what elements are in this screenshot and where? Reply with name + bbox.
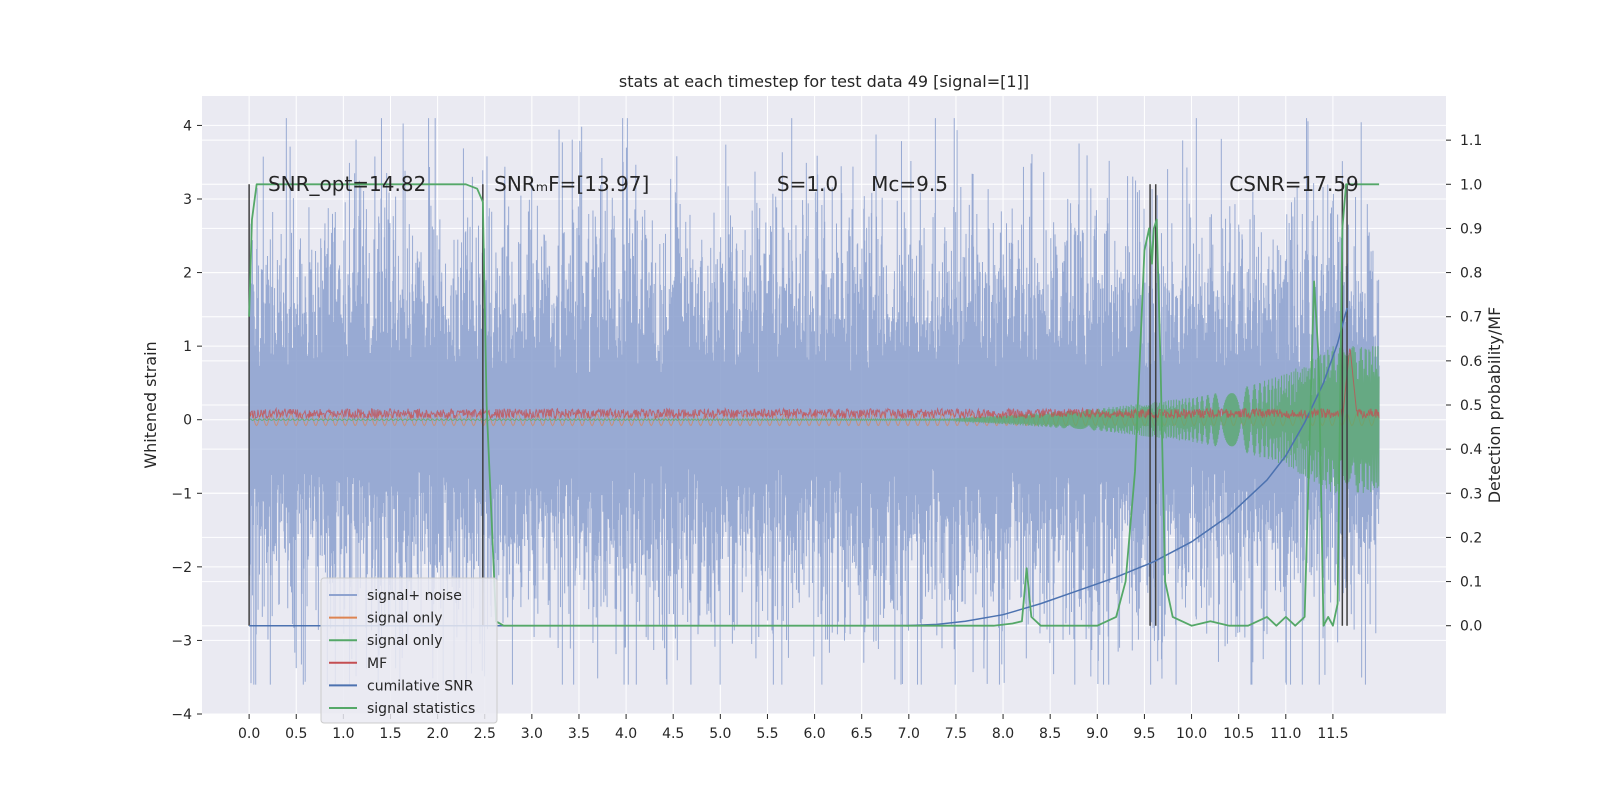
y2-tick-label: 1.0 — [1460, 177, 1482, 193]
x-tick-label: 2.0 — [426, 726, 448, 742]
y-tick-label: 4 — [183, 118, 192, 134]
x-tick-label: 4.5 — [662, 726, 684, 742]
x-tick-label: 4.0 — [615, 726, 637, 742]
x-tick-label: 9.5 — [1133, 726, 1155, 742]
x-tick-label: 6.5 — [851, 726, 873, 742]
axes: 0.0 0.5 1.0 1.5 2.0 2.5 3.0 3.5 4.0 4.5 5.0 5.5 6.0 6… — [171, 118, 1482, 742]
y-axis-label: Whitened strain — [141, 341, 160, 468]
y2-tick-label: 0.6 — [1460, 354, 1482, 370]
legend-label: signal only — [367, 633, 442, 649]
legend-label: cumilative SNR — [367, 678, 474, 694]
legend-label: signal+ noise — [367, 588, 462, 604]
y-tick-label: −3 — [171, 633, 192, 649]
y2-tick-label: 0.9 — [1460, 221, 1482, 237]
x-tick-label: 5.0 — [709, 726, 731, 742]
annotation: Mc=9.5 — [871, 172, 948, 196]
x-tick-label: 8.0 — [992, 726, 1014, 742]
y-tick-label: 2 — [183, 266, 192, 282]
x-tick-label: 0.0 — [238, 726, 260, 742]
x-tick-label: 3.0 — [521, 726, 543, 742]
x-tick-label: 3.5 — [568, 726, 590, 742]
x-tick-label: 11.0 — [1270, 726, 1301, 742]
y2-tick-label: 1.1 — [1460, 133, 1482, 149]
y2-tick-label: 0.7 — [1460, 310, 1482, 326]
y-tick-label: 1 — [183, 339, 192, 355]
x-tick-label: 2.5 — [474, 726, 496, 742]
x-tick-label: 7.5 — [945, 726, 967, 742]
y2-tick-label: 0.5 — [1460, 398, 1482, 414]
series-mf — [248, 348, 1380, 420]
y2-tick-label: 0.4 — [1460, 442, 1482, 458]
x-tick-label: 7.0 — [898, 726, 920, 742]
legend-label: signal statistics — [367, 701, 475, 717]
x-tick-label: 11.5 — [1317, 726, 1348, 742]
x-tick-label: 0.5 — [285, 726, 307, 742]
legend-label: MF — [367, 656, 387, 672]
annotations: SNR_opt=14.82 SNRₘF=[13.97] S=1.0 Mc=9.5 CSN… — [268, 172, 1359, 196]
y-tick-label: 0 — [183, 413, 192, 429]
legend-box — [320, 577, 498, 724]
x-tick-label: 9.0 — [1086, 726, 1108, 742]
y2-tick-label: 0.8 — [1460, 266, 1482, 282]
y2-tick-label: 0.1 — [1460, 575, 1482, 591]
x-tick-label: 6.0 — [803, 726, 825, 742]
y-tick-label: −1 — [171, 486, 192, 502]
y-tick-label: 3 — [183, 192, 192, 208]
annotation: SNR_opt=14.82 — [268, 172, 426, 196]
x-tick-label: 1.0 — [332, 726, 354, 742]
y-tick-label: −2 — [171, 560, 192, 576]
legend: signal+ noise signal only signal only MF cum… — [320, 577, 498, 724]
annotation: S=1.0 — [777, 172, 838, 196]
x-tick-label: 1.5 — [379, 726, 401, 742]
annotation: SNRₘF=[13.97] — [494, 172, 649, 196]
annotation: CSNR=17.59 — [1229, 172, 1359, 196]
x-tick-label: 10.5 — [1223, 726, 1254, 742]
y2-tick-label: 0.3 — [1460, 486, 1482, 502]
y-tick-label: −4 — [171, 707, 192, 723]
y2-axis-label: Detection probability/MF — [1485, 307, 1504, 504]
legend-label: signal only — [367, 611, 442, 627]
chart-title: stats at each timestep for test data 49 … — [619, 72, 1029, 91]
x-tick-label: 10.0 — [1176, 726, 1207, 742]
x-tick-label: 8.5 — [1039, 726, 1061, 742]
y2-tick-label: 0.2 — [1460, 530, 1482, 546]
x-tick-label: 5.5 — [756, 726, 778, 742]
y2-tick-label: 0.0 — [1460, 619, 1482, 635]
